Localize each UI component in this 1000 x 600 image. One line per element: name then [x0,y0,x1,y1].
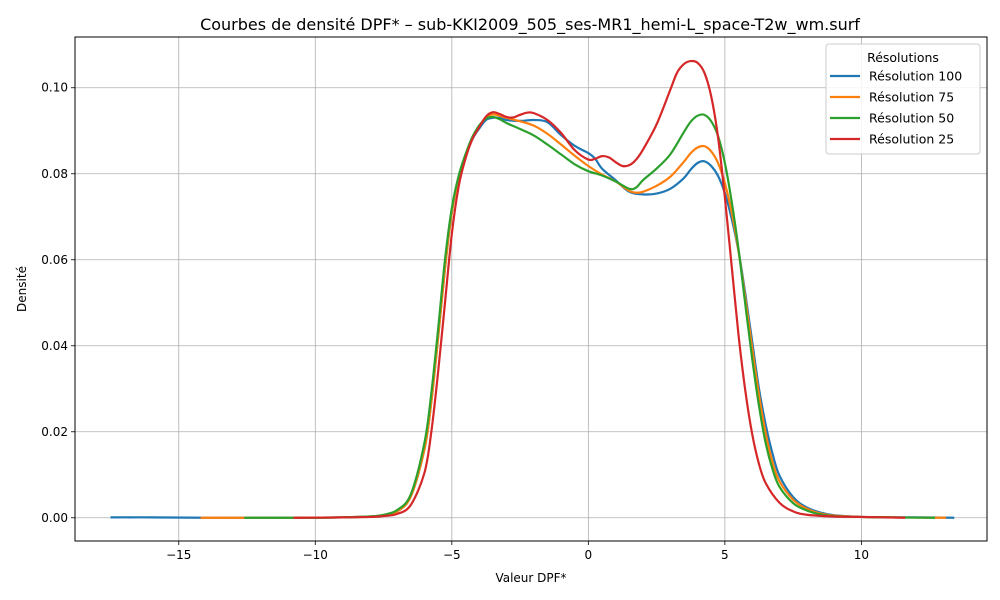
series-line-resolution-50 [244,113,936,519]
y-tick-label: 0.02 [41,425,68,439]
x-tick-label: −10 [303,548,328,562]
legend-title: Résolutions [867,50,939,65]
chart-title: Courbes de densité DPF* – sub-KKI2009_50… [200,15,860,35]
y-tick-label: 0.06 [41,253,68,267]
x-tick-label: 10 [854,548,869,562]
legend-box [825,43,981,155]
legend-entry-label: Résolution 100 [869,69,962,84]
y-tick-label: 0.10 [41,81,68,95]
y-axis-label: Densité [15,266,29,312]
plot-frame [74,36,988,542]
y-tick-label: 0.00 [41,511,68,525]
y-tick-label: 0.08 [41,167,68,181]
legend-entry-label: Résolution 75 [869,90,954,105]
x-tick-label: −5 [443,548,461,562]
x-tick-label: −15 [166,548,191,562]
x-tick-label: 5 [721,548,729,562]
x-axis-label: Valeur DPF* [495,571,566,585]
series-line-resolution-25 [293,59,906,519]
axis-ticks: −15 −10 −5 0 5 10 0.00 0.02 0.04 0.06 0.08 0.10 [41,81,869,562]
x-tick-label: 0 [585,548,593,562]
y-tick-label: 0.04 [41,339,68,353]
grid [75,37,987,541]
legend: Résolutions Résolution 100 Résolution 75 R… [825,43,981,155]
series-lines [110,59,955,519]
legend-entry-label: Résolution 25 [869,132,954,147]
legend-entry-label: Résolution 50 [869,111,954,126]
